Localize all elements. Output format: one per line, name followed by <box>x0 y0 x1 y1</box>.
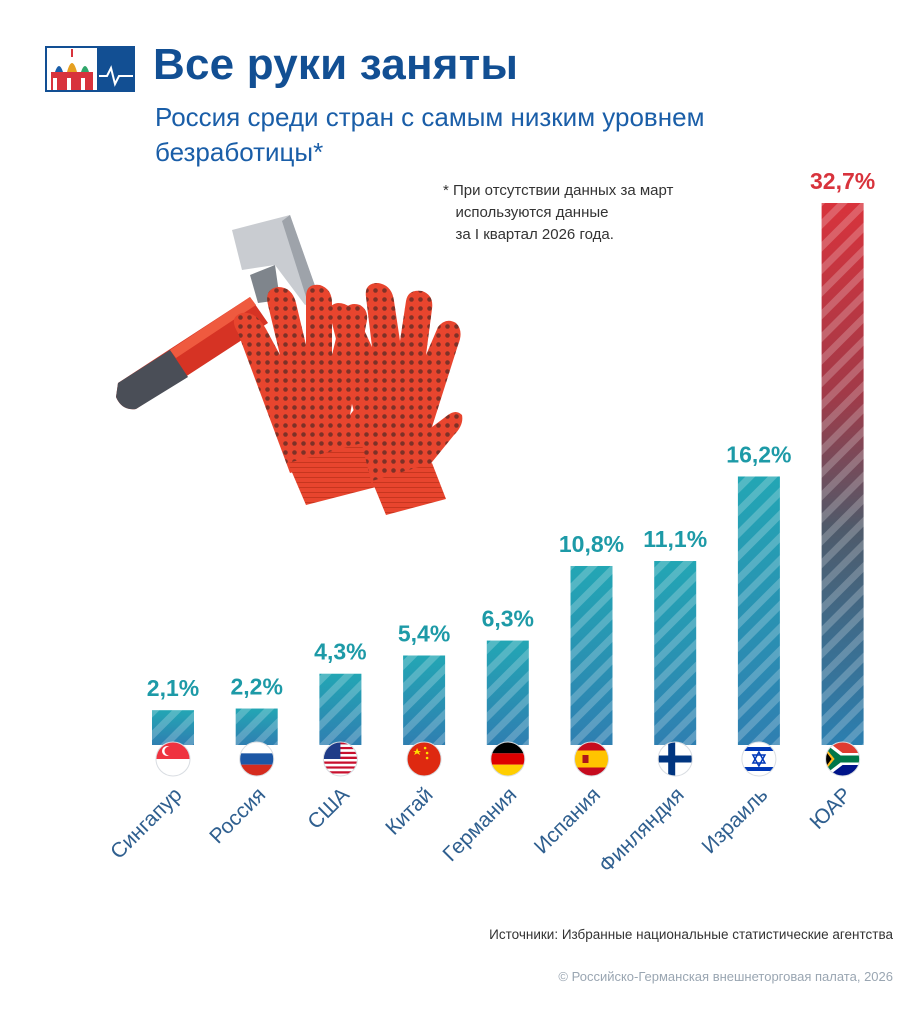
value-label: 6,3% <box>482 606 534 632</box>
germany-flag-icon <box>490 741 526 777</box>
bar-8 <box>737 476 780 745</box>
category-label: Россия <box>205 783 270 848</box>
category-label: Финляндия <box>595 783 689 877</box>
value-label: 11,1% <box>643 526 707 552</box>
page-title: Все руки заняты <box>153 40 519 89</box>
category-label: США <box>303 783 354 834</box>
page-subtitle: Россия среди стран с самым низким уровне… <box>155 102 705 167</box>
category-label: Сингапур <box>106 783 186 863</box>
work-gloves-icon <box>233 283 463 515</box>
value-label: 4,3% <box>314 639 366 665</box>
bar-6 <box>570 565 613 745</box>
israel-flag-icon <box>741 741 777 777</box>
category-label: ЮАР <box>806 783 857 834</box>
bar-2 <box>235 708 278 745</box>
source-note: Источники: Избранные национальные статис… <box>489 927 893 942</box>
bar-1 <box>152 710 194 745</box>
value-label: 2,2% <box>230 674 282 700</box>
copyright-note: © Российско-Германская внешнеторговая па… <box>558 969 893 984</box>
value-label: 32,7% <box>810 168 875 194</box>
bar-4 <box>403 655 446 745</box>
value-label: 2,1% <box>147 675 199 701</box>
south-africa-flag-icon <box>825 741 861 777</box>
china-flag-icon <box>406 741 442 777</box>
category-label: Израиль <box>697 783 772 858</box>
footnote: * При отсутствии данных за март использу… <box>443 182 674 243</box>
usa-flag-icon <box>322 741 358 777</box>
bar-7 <box>654 561 697 745</box>
kremlin-logo-icon <box>45 46 135 92</box>
bar-5 <box>486 640 529 745</box>
bar-3 <box>319 673 362 745</box>
spain-flag-icon <box>574 741 609 777</box>
value-label: 16,2% <box>726 441 791 467</box>
tools-illustration <box>116 215 463 515</box>
singapore-flag-icon <box>155 741 191 777</box>
bar-9 <box>821 203 864 745</box>
category-label: Испания <box>530 783 605 858</box>
category-label: Китай <box>381 783 437 839</box>
finland-flag-icon <box>657 741 693 777</box>
hammer-icon <box>116 215 320 410</box>
value-label: 5,4% <box>398 620 450 646</box>
value-label: 10,8% <box>559 531 624 557</box>
russia-flag-icon <box>239 741 275 777</box>
category-label: Германия <box>438 783 521 866</box>
